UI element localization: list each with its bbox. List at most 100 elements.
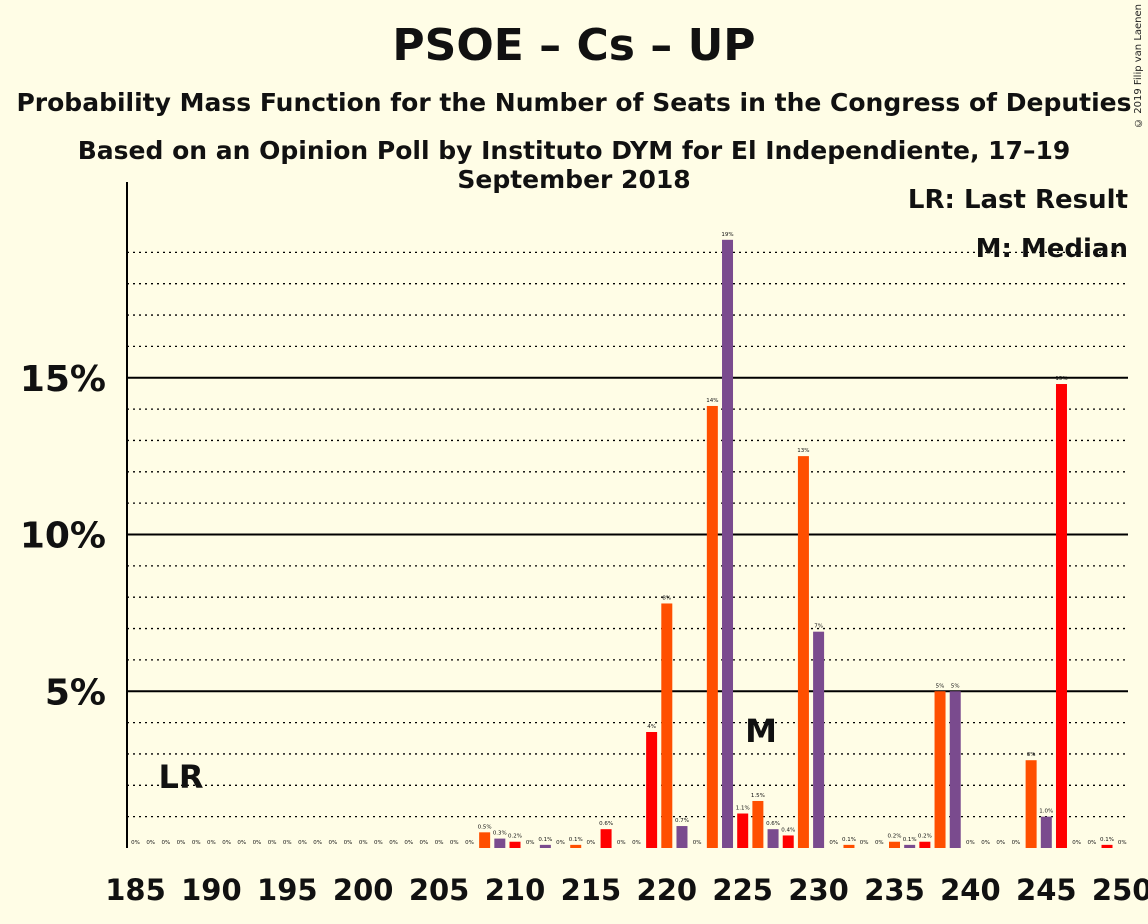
bar-label-seat-228: 0.4%: [781, 827, 795, 833]
bar-label-seat-212: 0.1%: [538, 837, 552, 843]
bar-label-seat-207: 0%: [465, 840, 474, 846]
y-tick-label: 15%: [20, 359, 106, 400]
bar-label-seat-236: 0.1%: [903, 837, 917, 843]
bar-label-seat-237: 0.2%: [918, 834, 932, 840]
median-marker: M: [745, 712, 777, 750]
bar-label-seat-241: 0%: [981, 840, 990, 846]
bar-label-seat-223: 14%: [706, 398, 718, 404]
bar-label-seat-189: 0%: [192, 840, 201, 846]
bar-label-seat-190: 0%: [207, 840, 216, 846]
bar-label-seat-239: 5%: [951, 683, 960, 689]
bar-seat-216: [600, 829, 612, 848]
bar-seat-249: [1101, 844, 1113, 848]
x-tick-label: 205: [409, 873, 470, 907]
bar-label-seat-245: 1.0%: [1039, 809, 1053, 815]
x-tick-label: 250: [1092, 873, 1148, 907]
x-tick-label: 240: [940, 873, 1001, 907]
bar-label-seat-220: 8%: [662, 595, 671, 601]
bar-label-seat-238: 5%: [936, 683, 945, 689]
y-tick-label: 5%: [45, 672, 106, 713]
x-tick-label: 210: [485, 873, 546, 907]
bar-label-seat-215: 0%: [587, 840, 596, 846]
bar-seat-208: [479, 832, 491, 848]
legend-median: M: Median: [976, 234, 1128, 264]
gridlines: [127, 251, 1128, 818]
bar-label-seat-233: 0%: [860, 840, 869, 846]
bar-seat-230: [813, 631, 825, 848]
x-tick-label: 225: [712, 873, 773, 907]
bar-seat-214: [570, 844, 582, 848]
bar-label-seat-210: 0.2%: [508, 834, 522, 840]
last-result-marker: LR: [159, 758, 204, 796]
bar-label-seat-187: 0%: [161, 840, 170, 846]
bar-label-seat-244: 3%: [1027, 752, 1036, 758]
axes: 5% 10% 15% 185 190 195 200 205 210 215 220 225 230 23…: [20, 182, 1148, 907]
bar-label-seat-191: 0%: [222, 840, 231, 846]
x-tick-label: 245: [1016, 873, 1077, 907]
bar-seat-239: [949, 691, 961, 848]
bar-label-seat-185: 0%: [131, 840, 140, 846]
y-tick-label: 10%: [20, 516, 106, 557]
x-tick-label: 235: [864, 873, 925, 907]
bar-label-seat-213: 0%: [556, 840, 565, 846]
bar-label-seat-199: 0%: [344, 840, 353, 846]
chart-subtitle: Probability Mass Function for the Number…: [16, 88, 1132, 117]
bar-label-seat-197: 0%: [313, 840, 322, 846]
bar-label-seat-204: 0%: [420, 840, 429, 846]
bar-label-seat-219: 4%: [647, 724, 656, 730]
bar-label-seat-216: 0.6%: [599, 821, 613, 827]
bar-label-seat-226: 1.5%: [751, 793, 765, 799]
chart-title: PSOE – Cs – UP: [392, 20, 756, 71]
bar-label-seat-231: 0%: [829, 840, 838, 846]
bar-label-seat-211: 0%: [526, 840, 535, 846]
bar-seat-224: [722, 239, 734, 848]
bar-label-seat-235: 0.2%: [888, 834, 902, 840]
bar-label-seat-194: 0%: [268, 840, 277, 846]
bar-label-seat-186: 0%: [146, 840, 155, 846]
bar-label-seat-234: 0%: [875, 840, 884, 846]
x-tick-label: 200: [333, 873, 394, 907]
bars: [479, 239, 1113, 848]
bar-label-seat-203: 0%: [404, 840, 413, 846]
bar-label-seat-208: 0.5%: [478, 824, 492, 830]
bar-seat-212: [539, 844, 551, 848]
bar-seat-236: [904, 844, 916, 848]
bar-label-seat-192: 0%: [237, 840, 246, 846]
bar-seat-228: [782, 835, 794, 848]
bar-label-seat-217: 0%: [617, 840, 626, 846]
bar-label-seat-196: 0%: [298, 840, 307, 846]
x-tick-label: 190: [181, 873, 242, 907]
bar-seat-235: [889, 841, 900, 848]
bar-label-seat-250: 0%: [1118, 840, 1127, 846]
chart-subtitle-source: Based on an Opinion Poll by Instituto DY…: [77, 136, 1071, 194]
bar-label-seat-218: 0%: [632, 840, 641, 846]
bar-label-seat-248: 0%: [1087, 840, 1096, 846]
bar-label-seat-247: 0%: [1072, 840, 1081, 846]
bar-seat-244: [1025, 760, 1037, 848]
bar-label-seat-227: 0.6%: [766, 821, 780, 827]
bar-seat-225: [737, 813, 749, 848]
bar-label-seat-193: 0%: [253, 840, 262, 846]
bar-label-seat-242: 0%: [996, 840, 1005, 846]
bar-value-labels: 0% 0% 0% 0% 0% 0% 0% 0% 0% 0% 0% 0% 0% 0% 0% 0% 0% 0% 0% 0%…: [131, 232, 1126, 846]
bar-label-seat-201: 0%: [374, 840, 383, 846]
bar-label-seat-230: 7%: [814, 624, 823, 630]
bar-label-seat-206: 0%: [450, 840, 459, 846]
bar-label-seat-209: 0.3%: [493, 831, 507, 837]
bar-label-seat-232: 0.1%: [842, 837, 856, 843]
bar-label-seat-202: 0%: [389, 840, 398, 846]
bar-seat-237: [919, 841, 931, 848]
bar-label-seat-229: 13%: [797, 448, 809, 454]
bar-seat-210: [509, 841, 521, 848]
bar-seat-223: [706, 405, 718, 848]
x-tick-label: 195: [257, 873, 318, 907]
bar-label-seat-188: 0%: [177, 840, 186, 846]
bar-label-seat-240: 0%: [966, 840, 975, 846]
x-tick-label: 220: [637, 873, 698, 907]
bar-label-seat-243: 0%: [1012, 840, 1021, 846]
bar-seat-227: [767, 829, 779, 848]
bar-label-seat-225: 1.1%: [736, 806, 750, 812]
bar-label-seat-222: 0%: [693, 840, 702, 846]
bar-seat-246: [1055, 384, 1067, 848]
